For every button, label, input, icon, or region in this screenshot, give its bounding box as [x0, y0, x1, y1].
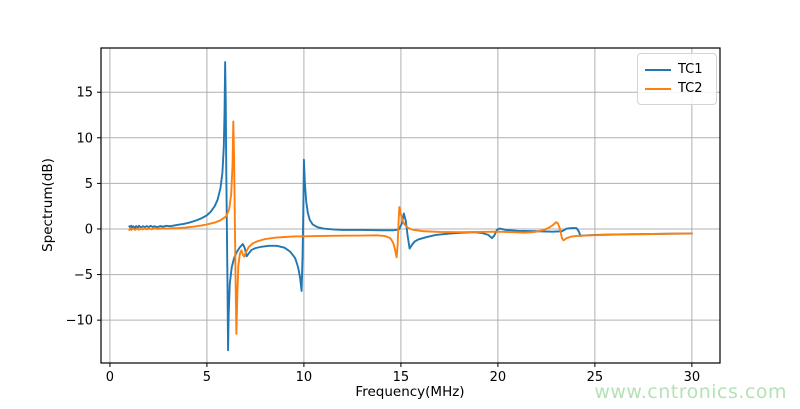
legend-line-swatch-tc1 [645, 68, 671, 71]
legend-label-tc1: TC1 [678, 62, 703, 77]
watermark: www.cntronics.com [594, 381, 787, 403]
legend-entry-tc1: TC1 [645, 60, 708, 79]
legend-label-tc2: TC2 [678, 81, 703, 96]
x-tick-label: 0 [106, 370, 114, 385]
x-tick-label: 20 [490, 370, 507, 385]
x-tick-label: 25 [587, 370, 604, 385]
series-line-tc1 [128, 61, 693, 352]
x-tick-label: 30 [684, 370, 701, 385]
y-tick-label: 5 [85, 177, 93, 192]
legend-entry-tc2: TC2 [645, 79, 708, 98]
series-line-tc2 [128, 120, 693, 335]
y-tick-label: −10 [66, 314, 93, 329]
axes-spines [100, 47, 721, 364]
x-tick-label: 15 [393, 370, 410, 385]
legend-line-swatch-tc2 [645, 87, 671, 90]
y-tick-label: 0 [85, 222, 93, 237]
y-tick-label: −5 [74, 268, 93, 283]
y-tick-label: 15 [76, 86, 93, 101]
y-tick-label: 10 [76, 131, 93, 146]
x-tick-label: 5 [203, 370, 211, 385]
x-tick-label: 10 [296, 370, 313, 385]
y-axis-label: Spectrum(dB) [40, 158, 56, 252]
legend: TC1 TC2 [637, 53, 717, 105]
x-axis-label: Frequency(MHz) [355, 384, 465, 400]
